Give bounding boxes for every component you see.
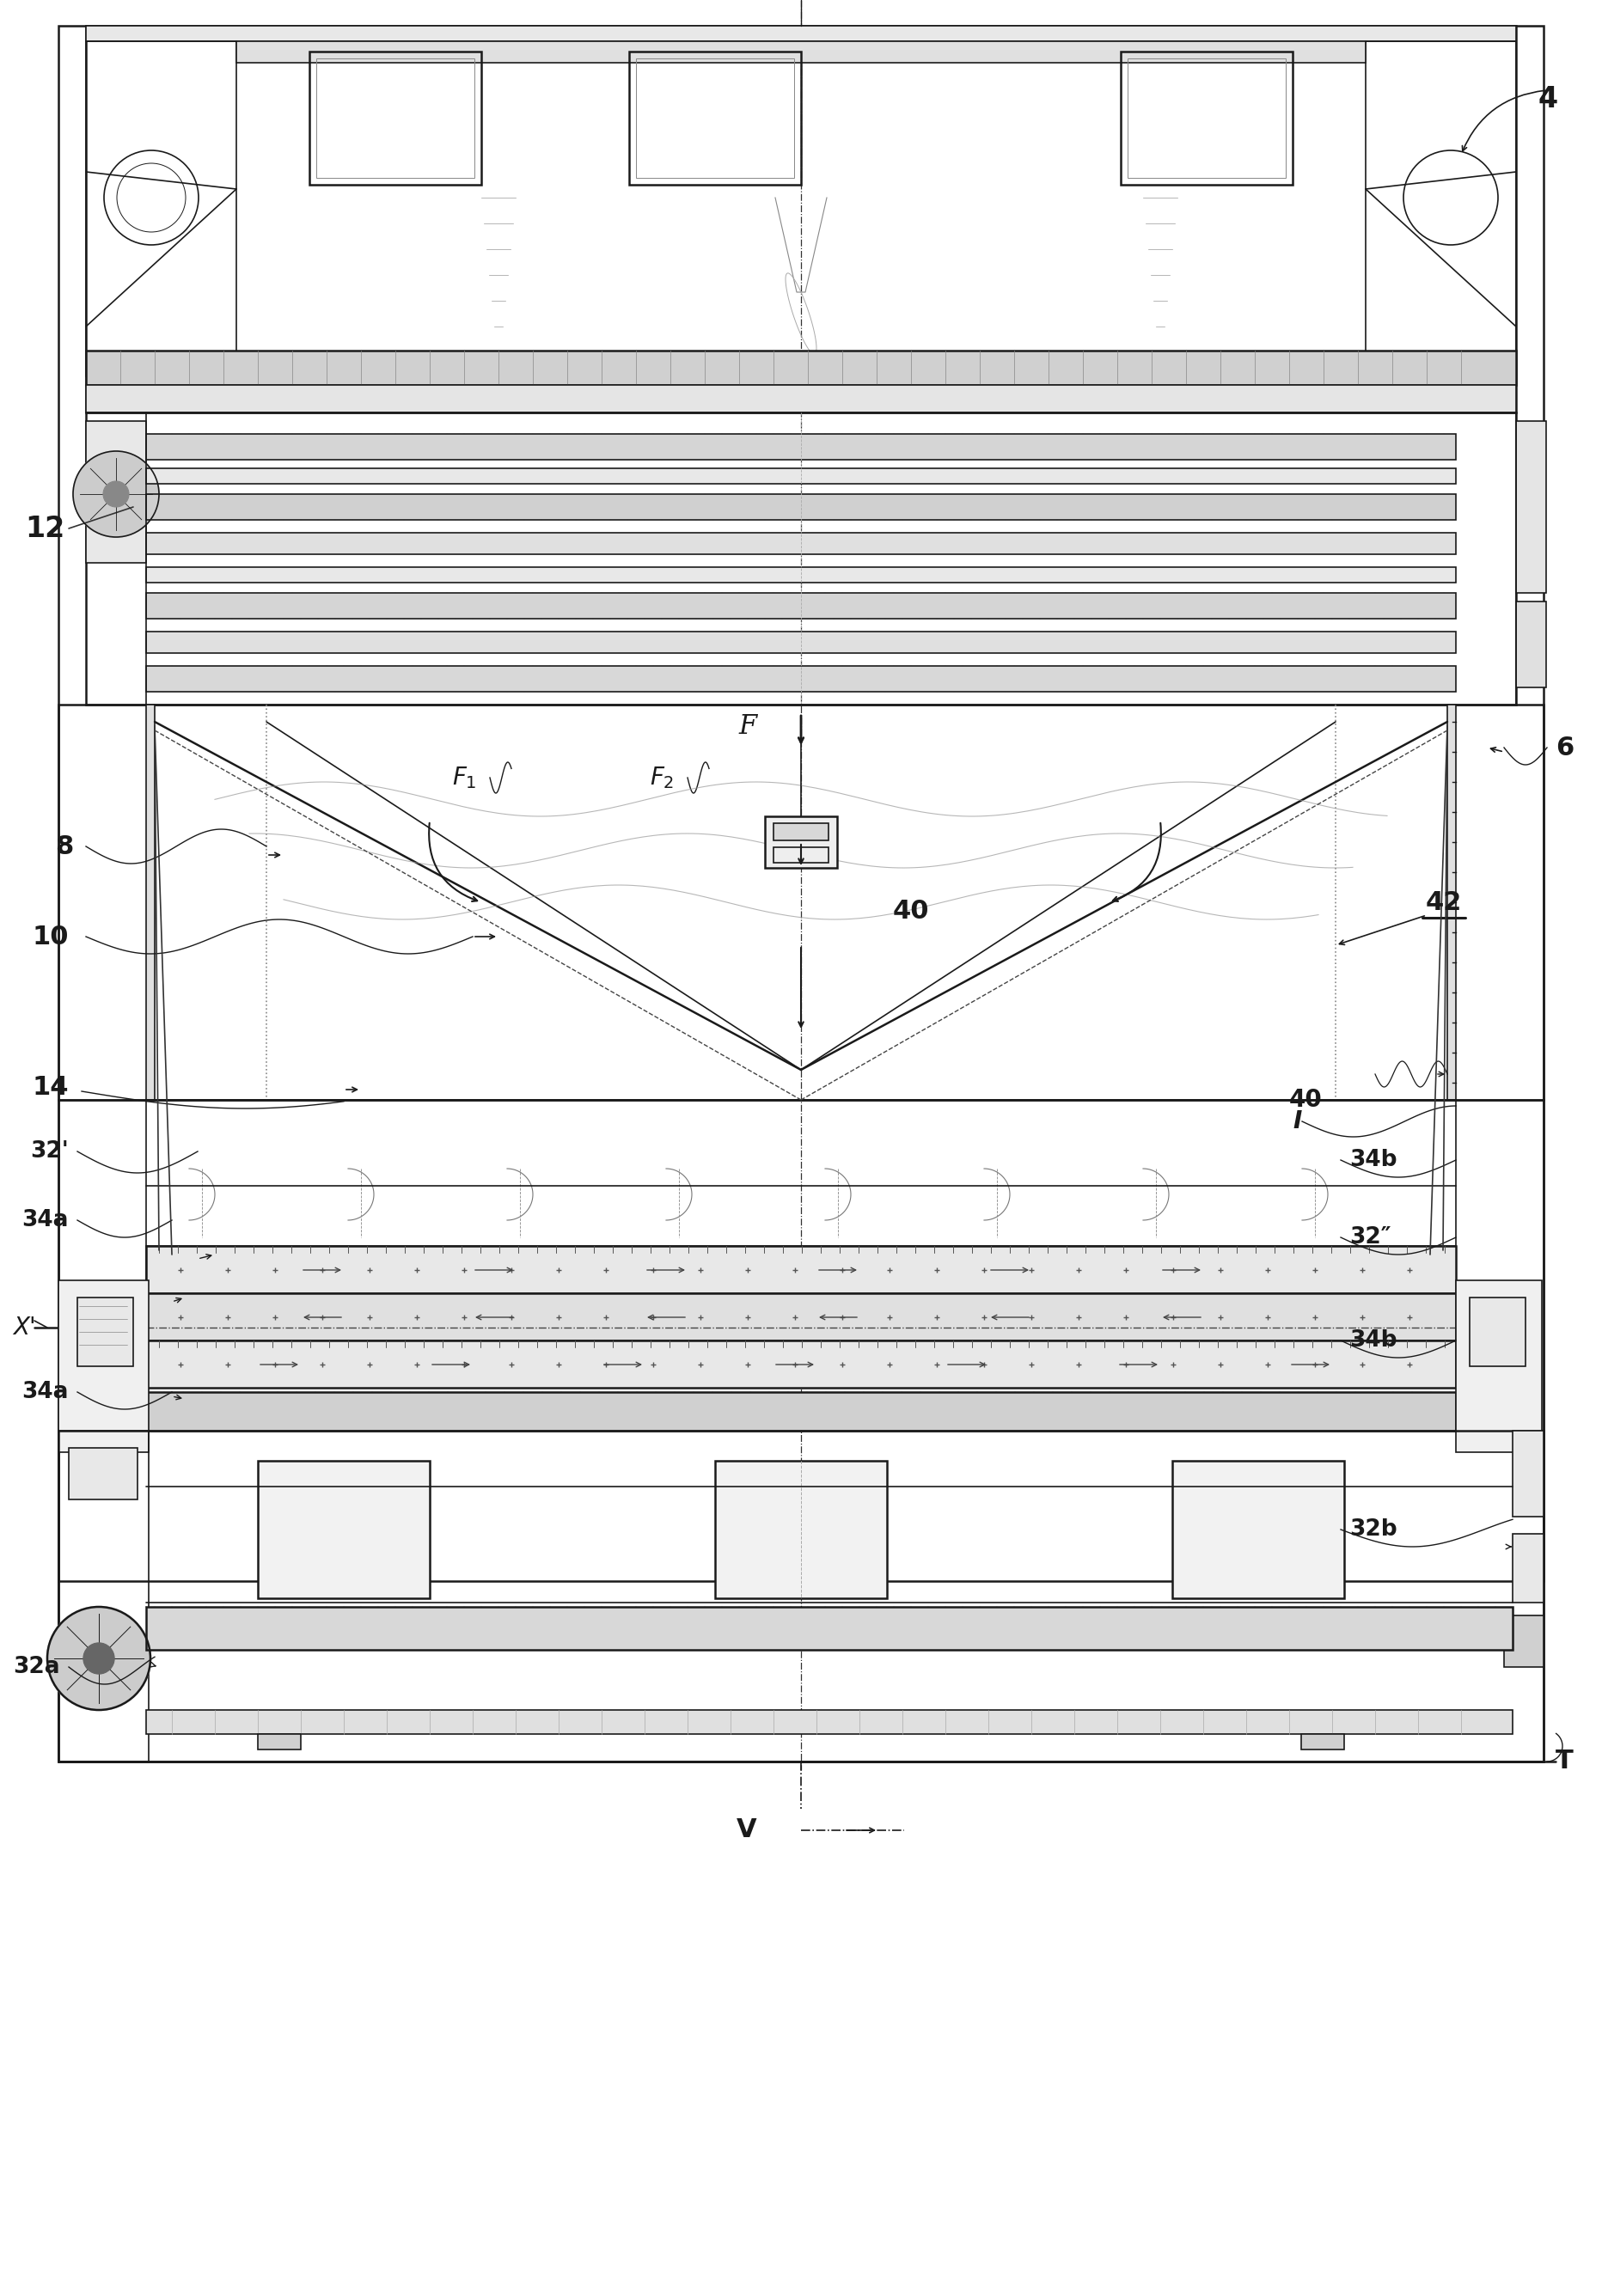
Bar: [87, 25, 1515, 41]
Circle shape: [74, 450, 159, 537]
Bar: [146, 1391, 1456, 1430]
Bar: [87, 25, 1515, 413]
Text: F: F: [739, 712, 756, 739]
Bar: [146, 666, 1456, 691]
Text: 42: 42: [1426, 891, 1463, 914]
Bar: [1515, 420, 1546, 592]
Bar: [237, 41, 1365, 62]
Text: 32a: 32a: [13, 1655, 61, 1678]
Text: 4: 4: [1538, 85, 1559, 113]
Bar: [58, 1281, 149, 1451]
Bar: [1469, 1297, 1525, 1366]
Text: 32': 32': [30, 1141, 69, 1162]
Text: V: V: [735, 1818, 756, 1844]
Bar: [146, 533, 1456, 553]
Text: $F_2$: $F_2$: [649, 765, 674, 790]
Bar: [146, 1607, 1512, 1651]
Bar: [58, 1100, 1544, 1582]
Text: 34b: 34b: [1349, 1148, 1397, 1171]
Text: 34a: 34a: [22, 1210, 69, 1231]
Bar: [146, 567, 1456, 583]
Text: 6: 6: [1556, 735, 1573, 760]
Bar: [258, 1460, 429, 1598]
Circle shape: [48, 1607, 151, 1711]
Text: 32b: 32b: [1349, 1518, 1397, 1541]
Bar: [1512, 1534, 1544, 1603]
Bar: [1512, 1430, 1544, 1518]
Bar: [146, 434, 1456, 459]
Bar: [146, 1341, 1456, 1387]
Bar: [146, 1293, 1456, 1341]
Text: 32″: 32″: [1349, 1226, 1391, 1249]
Bar: [258, 1733, 301, 1750]
Bar: [1301, 1733, 1344, 1750]
Bar: [630, 51, 801, 184]
Bar: [1128, 57, 1286, 177]
Text: 40: 40: [1290, 1088, 1323, 1111]
Bar: [69, 1449, 138, 1499]
Bar: [146, 705, 155, 1100]
Text: $F_1$: $F_1$: [452, 765, 476, 790]
Bar: [87, 420, 146, 563]
Circle shape: [83, 1644, 114, 1674]
Text: I: I: [1293, 1109, 1302, 1134]
Text: 8: 8: [54, 833, 74, 859]
Bar: [774, 847, 828, 863]
Text: 12: 12: [24, 514, 64, 542]
Bar: [87, 413, 1515, 705]
Bar: [316, 57, 474, 177]
Text: 10: 10: [32, 925, 69, 948]
Text: 14: 14: [32, 1075, 69, 1100]
Bar: [146, 1711, 1512, 1733]
Text: 34a: 34a: [22, 1380, 69, 1403]
Bar: [77, 1297, 133, 1366]
Bar: [1173, 1460, 1344, 1598]
Bar: [1365, 41, 1515, 377]
Bar: [1121, 51, 1293, 184]
Bar: [87, 386, 1515, 413]
Bar: [87, 351, 1515, 386]
Bar: [58, 25, 1544, 1761]
Text: 34b: 34b: [1349, 1329, 1397, 1352]
Text: 40: 40: [892, 898, 929, 923]
Bar: [146, 1100, 1456, 1322]
Bar: [58, 1430, 149, 1761]
Bar: [764, 817, 838, 868]
Circle shape: [103, 482, 128, 507]
Bar: [774, 824, 828, 840]
Bar: [58, 1430, 1544, 1761]
Bar: [636, 57, 795, 177]
Bar: [146, 631, 1456, 652]
Bar: [87, 41, 237, 377]
Bar: [1447, 705, 1456, 1100]
Bar: [1515, 602, 1546, 687]
Bar: [146, 592, 1456, 618]
Bar: [146, 494, 1456, 519]
Text: T: T: [1556, 1750, 1573, 1775]
Bar: [1504, 1616, 1544, 1667]
Bar: [1456, 1281, 1541, 1451]
Bar: [58, 705, 1544, 1100]
Bar: [309, 51, 481, 184]
Bar: [146, 1247, 1456, 1293]
Bar: [146, 468, 1456, 484]
Bar: [714, 1460, 888, 1598]
Text: X': X': [13, 1316, 37, 1339]
